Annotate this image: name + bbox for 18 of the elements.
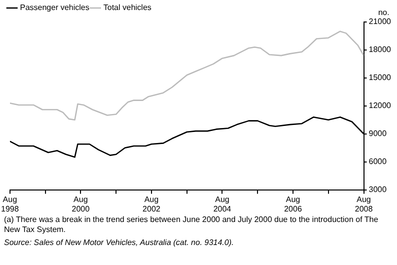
legend-label: Total vehicles <box>103 3 152 12</box>
x-tick-label: Aug 2004 <box>213 194 232 214</box>
x-tick-label: Aug 2000 <box>72 194 90 214</box>
x-tick-label: Aug 2002 <box>142 194 161 214</box>
y-axis-title: no. <box>378 8 390 18</box>
x-tick-label: Aug 2008 <box>354 194 374 214</box>
y-tick-label: 15000 <box>368 73 392 82</box>
y-tick-label: 12000 <box>368 101 392 110</box>
legend-label: Passenger vehicles <box>20 3 90 12</box>
y-tick-label: 9000 <box>368 129 388 138</box>
y-tick-label: 18000 <box>368 45 392 54</box>
y-tick-label: 3000 <box>368 185 388 194</box>
y-tick-label: 21000 <box>368 17 392 26</box>
x-tick-label: Aug 1998 <box>1 194 20 214</box>
source-note: Source: Sales of New Motor Vehicles, Australia (cat. no. 9314.0). <box>4 238 235 248</box>
x-tick-label: Aug 2006 <box>284 194 302 214</box>
y-tick-label: 6000 <box>368 157 388 166</box>
text: (a) There was a break in the trend series between June 2000 and July 2000 due to the introduction of The New Tax System. <box>4 215 380 235</box>
